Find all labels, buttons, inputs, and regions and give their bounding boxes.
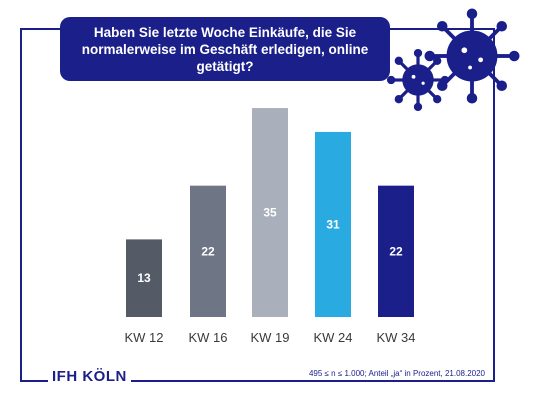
category-label: KW 24 — [313, 330, 352, 345]
category-label: KW 34 — [376, 330, 415, 345]
bar-value-label: 35 — [263, 206, 277, 220]
category-label: KW 12 — [124, 330, 163, 345]
category-label: KW 19 — [250, 330, 289, 345]
bar-kw-34 — [378, 185, 414, 317]
bar-value-label: 31 — [326, 217, 340, 231]
bar-value-label: 22 — [201, 244, 215, 258]
chart-title: Haben Sie letzte Woche Einkäufe, die Sie… — [60, 17, 390, 81]
bar-kw-16 — [190, 185, 226, 317]
virus-icon — [386, 48, 450, 112]
bar-kw-24 — [315, 131, 351, 317]
bar-value-label: 13 — [137, 271, 151, 285]
bar-kw-19 — [252, 108, 288, 317]
footnote: 495 ≤ n ≤ 1.000; Anteil „ja“ in Prozent,… — [305, 369, 488, 378]
bar-value-label: 22 — [389, 244, 403, 258]
bar-kw-12 — [126, 239, 162, 317]
category-label: KW 16 — [188, 330, 227, 345]
logo: IFH KÖLN — [48, 368, 131, 385]
